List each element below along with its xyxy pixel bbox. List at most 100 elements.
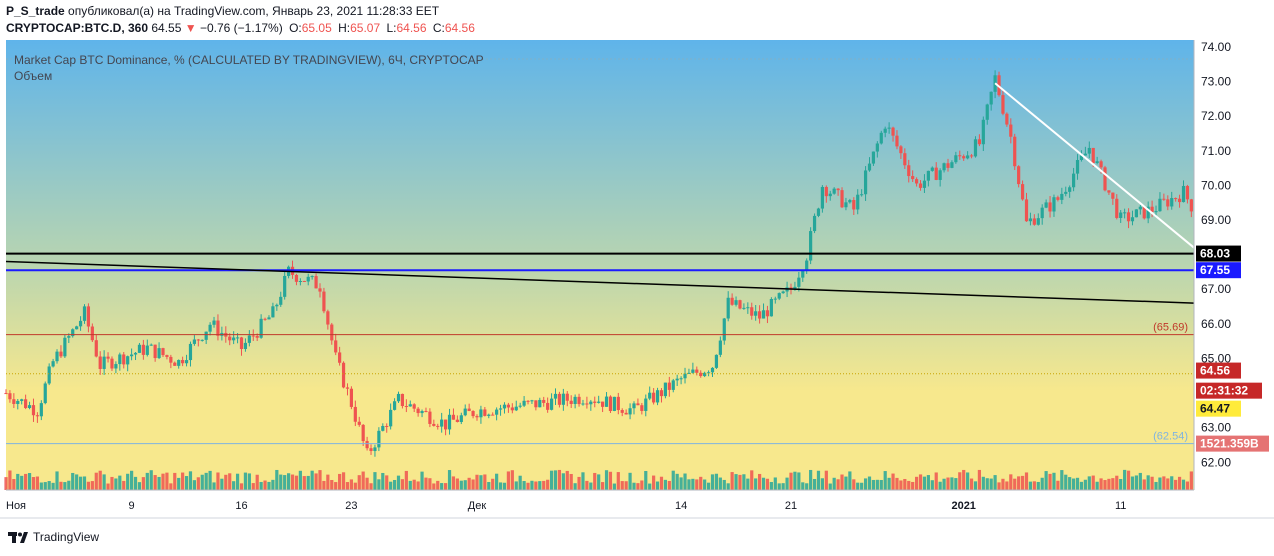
- volume-bar: [1174, 479, 1178, 490]
- volume-bar: [867, 476, 872, 490]
- candle-body: [228, 336, 232, 341]
- candle-body: [169, 356, 173, 363]
- volume-bar: [392, 479, 397, 490]
- volume-bar: [20, 475, 24, 490]
- volume-bar: [1068, 477, 1072, 490]
- candle-body: [966, 155, 970, 159]
- candle-body: [16, 400, 20, 404]
- volume-bar: [871, 479, 876, 490]
- volume-bar: [294, 475, 299, 490]
- author-name[interactable]: P_S_trade: [6, 4, 65, 18]
- candle-body: [962, 156, 966, 159]
- candle-body: [130, 354, 134, 357]
- volume-bar: [216, 472, 220, 490]
- candle-body: [981, 119, 985, 145]
- candle-body: [440, 419, 444, 427]
- volume-bar: [710, 474, 715, 490]
- candle-body: [106, 356, 110, 359]
- candle-body: [204, 331, 208, 340]
- volume-bar: [801, 482, 805, 490]
- volume-bar: [491, 478, 495, 490]
- candle-body: [565, 393, 569, 401]
- candle-body: [734, 300, 738, 305]
- candle-body: [593, 401, 597, 403]
- y-tick-label: 69.00: [1201, 213, 1231, 227]
- y-tick-label: 66.00: [1201, 317, 1231, 331]
- volume-bar: [290, 474, 295, 490]
- volume-bar: [777, 483, 781, 490]
- candle-body: [400, 393, 405, 407]
- candle-body: [1017, 166, 1021, 185]
- candle-body: [1009, 124, 1013, 137]
- volume-bar: [188, 471, 193, 490]
- volume-bar: [1170, 476, 1174, 490]
- volume-bar: [538, 481, 542, 490]
- candle-body: [1013, 136, 1017, 167]
- volume-bar: [1138, 472, 1142, 490]
- volume-bar: [659, 476, 664, 490]
- volume-bar: [750, 470, 754, 490]
- candle-body: [349, 388, 353, 407]
- candle-body: [659, 390, 664, 397]
- volume-bar: [852, 479, 856, 490]
- volume-bar: [655, 481, 660, 490]
- volume-bar: [679, 477, 683, 490]
- volume-legend[interactable]: Объем: [14, 69, 53, 83]
- price-label-bg: [1196, 362, 1241, 379]
- candle-body: [793, 286, 797, 290]
- candle-body: [632, 403, 636, 409]
- candle-body: [954, 155, 958, 163]
- volume-bar: [1103, 480, 1107, 490]
- volume-bar: [63, 482, 67, 490]
- footer-brand[interactable]: TradingView: [8, 530, 99, 544]
- volume-bar: [950, 477, 954, 490]
- candle-body: [118, 354, 122, 365]
- volume-bar: [102, 474, 106, 490]
- volume-bar: [420, 471, 424, 490]
- volume-bar: [883, 471, 887, 490]
- candle-body: [1126, 212, 1131, 222]
- candle-body: [652, 392, 656, 403]
- candle-body: [809, 231, 813, 261]
- candle-body: [310, 276, 314, 278]
- x-tick-label: Ноя: [6, 500, 26, 512]
- candle-body: [502, 404, 507, 409]
- candle-body: [973, 139, 978, 157]
- open-value: 65.05: [301, 21, 332, 35]
- candle-body: [1087, 147, 1091, 154]
- volume-bar: [546, 479, 550, 490]
- price-label-bg: [1196, 262, 1241, 279]
- trendline: [994, 82, 1195, 249]
- price-label-bg: [1196, 245, 1241, 262]
- candle-body: [353, 406, 357, 422]
- volume-bar: [196, 477, 200, 490]
- candle-body: [1115, 198, 1119, 218]
- volume-bar: [922, 476, 927, 490]
- volume-bar: [836, 479, 840, 490]
- candle-body: [553, 393, 558, 399]
- x-tick-label: 11: [1115, 500, 1126, 512]
- volume-bar: [306, 475, 310, 490]
- volume-bar: [722, 479, 726, 490]
- volume-bar: [181, 472, 185, 490]
- volume-bar: [1087, 476, 1091, 490]
- volume-bar: [298, 470, 302, 490]
- volume-bar: [27, 473, 32, 490]
- chart-legend-title[interactable]: Market Cap BTC Dominance, % (CALCULATED …: [14, 53, 484, 67]
- candle-body: [542, 399, 546, 403]
- candle-body: [1138, 206, 1142, 210]
- volume-bar: [1060, 470, 1064, 490]
- volume-bar: [259, 481, 263, 490]
- candle-body: [836, 188, 840, 191]
- volume-bar: [832, 477, 836, 490]
- candle-body: [522, 400, 526, 406]
- symbol-label[interactable]: CRYPTOCAP:BTC.D, 360: [6, 21, 149, 35]
- volume-bar: [467, 477, 471, 490]
- candle-body: [200, 339, 204, 341]
- candle-body: [78, 320, 83, 327]
- volume-bar: [954, 478, 958, 490]
- candle-body: [797, 277, 801, 287]
- candle-body: [557, 393, 562, 405]
- y-tick-label: 62.00: [1201, 455, 1231, 469]
